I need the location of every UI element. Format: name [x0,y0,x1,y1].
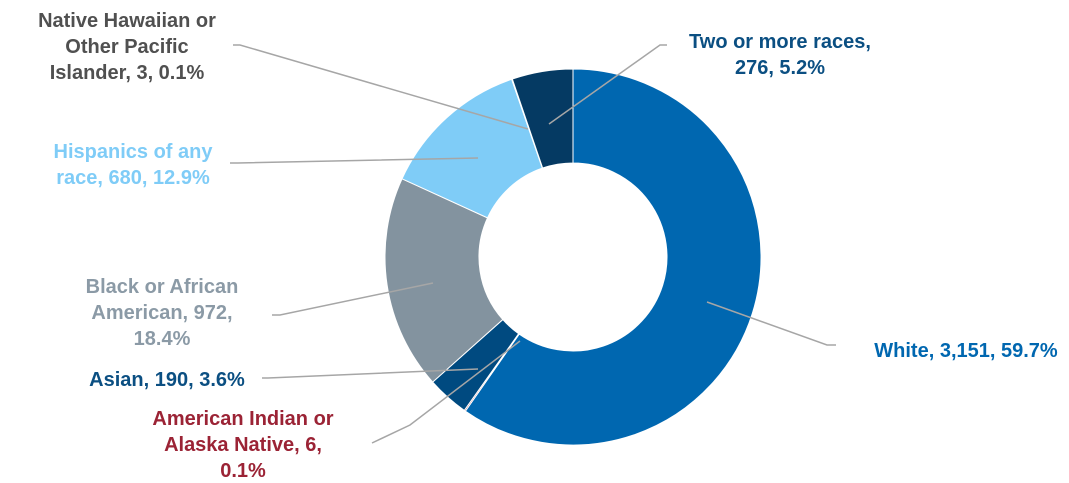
data-label-line: race, 680, 12.9% [56,167,210,189]
data-label: American Indian or Alaska Native, 6, 0.1% [152,408,333,482]
data-label-line: Hispanics of any [54,141,214,163]
data-label: Native Hawaiian or Other Pacific Islander,… [38,10,216,84]
data-label-line: Islander, 3, 0.1% [50,62,205,84]
data-label-line: 18.4% [134,328,191,350]
data-label: White, 3,151, 59.7% [874,340,1058,362]
data-label-line: 276, 5.2% [735,57,825,79]
data-label-line: Other Pacific [65,36,188,58]
data-label-line: 0.1% [220,460,266,482]
data-label-line: Native Hawaiian or [38,10,216,32]
data-label-line: Black or African [86,276,239,298]
data-label-line: Alaska Native, 6, [164,434,322,456]
data-label: Asian, 190, 3.6% [89,369,245,391]
data-label: Two or more races, 276, 5.2% [689,31,871,79]
leader-line [272,282,434,316]
leader-line [706,301,836,346]
leader-line [371,340,521,444]
data-label: Black or African American, 972, 18.4% [86,276,239,350]
data-label: Hispanics of any race, 680, 12.9% [54,141,214,189]
slice-white [464,68,762,446]
data-label-line: Asian, 190, 3.6% [89,369,245,391]
data-label-line: American, 972, [91,302,232,324]
data-label-line: Two or more races, [689,31,871,53]
leader-line [230,157,479,164]
donut-slices [384,68,762,446]
data-label-line: White, 3,151, 59.7% [874,340,1058,362]
leader-lines [230,44,836,444]
slice-labels: White, 3,151, 59.7% American Indian or Ala… [38,10,1058,482]
slice-two-or-more-races [511,68,574,169]
leader-line [262,368,479,379]
data-label-line: American Indian or [152,408,333,430]
leader-line [233,44,529,130]
slice-black-or-african-american [384,178,504,383]
leader-line [548,44,667,125]
